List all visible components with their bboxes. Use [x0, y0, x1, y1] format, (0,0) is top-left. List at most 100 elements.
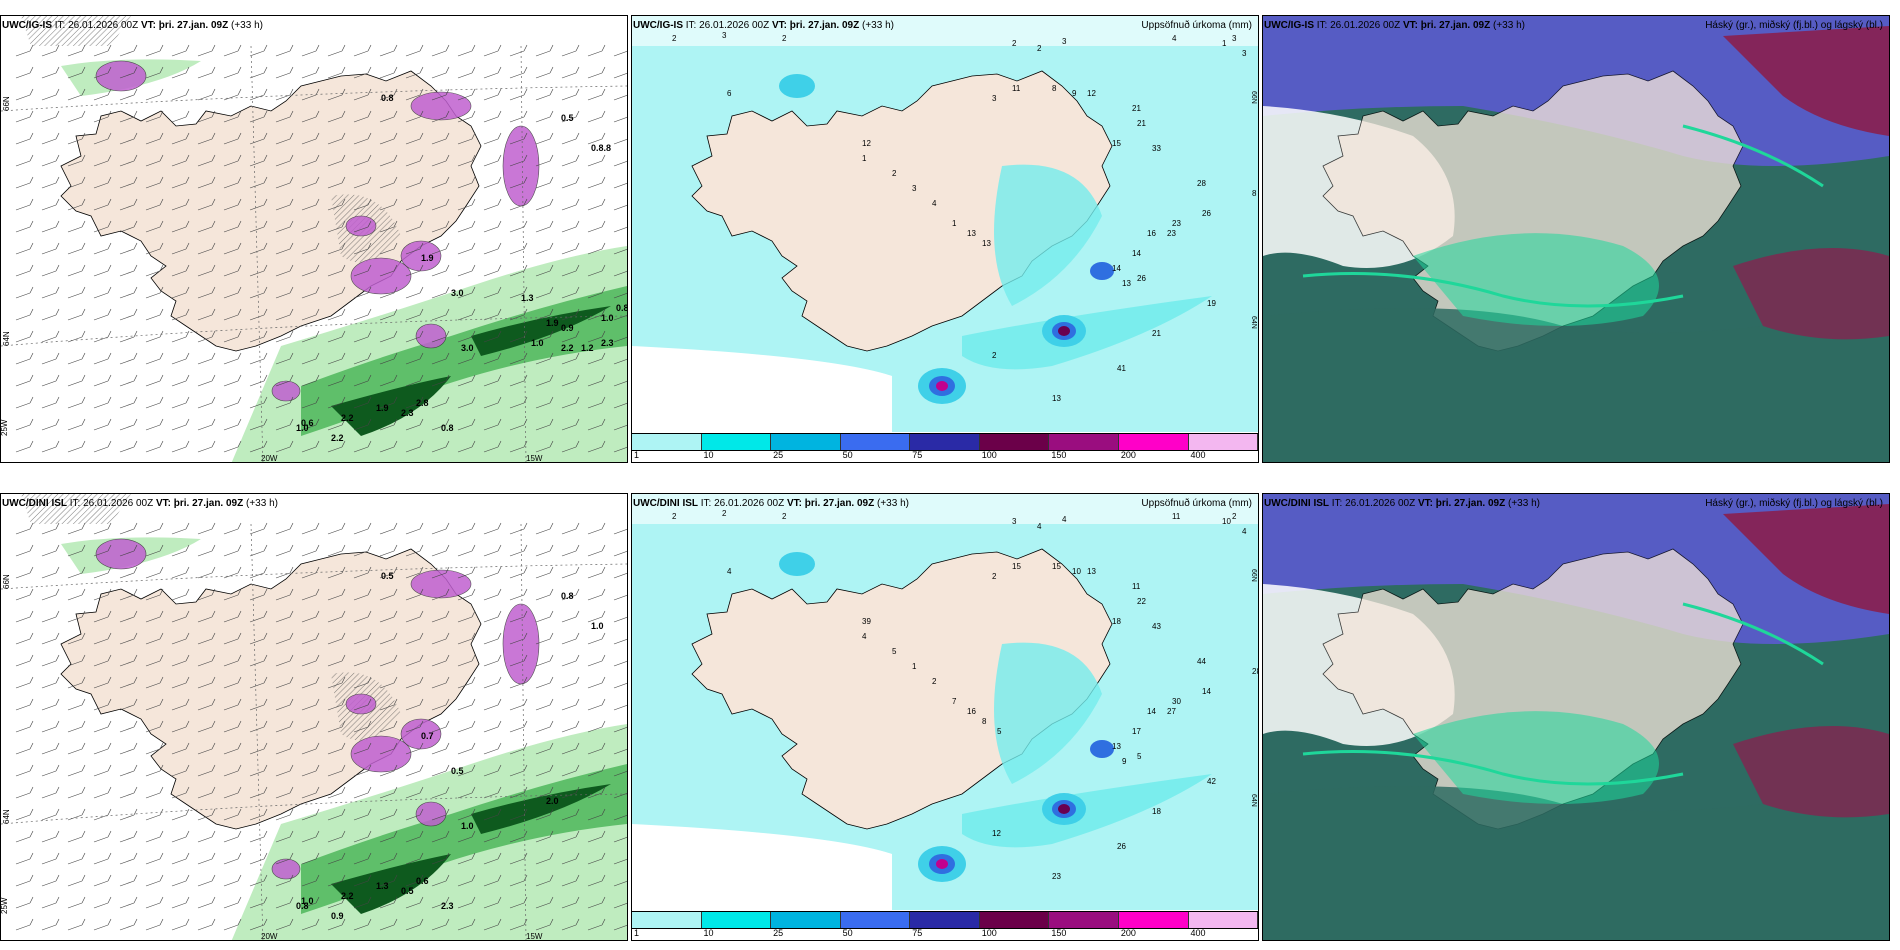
wind-barb [119, 286, 138, 299]
value-label: 1.3 [521, 293, 534, 303]
wind-barb [327, 632, 346, 645]
map-cloud [1263, 16, 1889, 462]
wind-barb [613, 573, 627, 579]
value-label: 23 [1052, 872, 1061, 881]
wind-barb [613, 249, 627, 255]
wind-barb [509, 830, 528, 843]
wind-barb [249, 808, 268, 821]
wind-barb [613, 293, 627, 299]
wind-barb [275, 308, 294, 321]
wind-barb [119, 374, 138, 387]
value-label: 2.8 [416, 398, 429, 408]
wind-barb [171, 742, 190, 755]
wind-barb [431, 374, 450, 387]
precip-core [1058, 326, 1070, 336]
wind-barb [93, 544, 112, 557]
wind-barb [535, 786, 554, 799]
wind-barb [67, 588, 86, 601]
wind-barb [275, 440, 294, 453]
legend-label: 1 [634, 450, 640, 460]
wind-barb [483, 588, 502, 601]
lon-label: 20W [261, 932, 278, 940]
wind-barb [327, 88, 346, 101]
wind-barb [119, 440, 138, 453]
wind-barb [67, 610, 86, 623]
wind-barb [457, 742, 476, 755]
wind-barb [561, 786, 580, 799]
wind-barb [535, 66, 554, 79]
wind-barb [561, 132, 580, 145]
wind-barb [379, 110, 398, 123]
wind-barb [379, 720, 398, 733]
it-value: 26.01.2026 00Z [68, 20, 139, 31]
wind-barb [405, 830, 424, 843]
wind-barb [587, 720, 606, 733]
wind-barb [223, 764, 242, 777]
wind-barb [483, 566, 502, 579]
legend-swatch [910, 912, 980, 928]
wind-barb [509, 852, 528, 865]
wind-barb [587, 742, 606, 755]
wind-barb [171, 308, 190, 321]
wind-barb [67, 66, 86, 79]
value-label: 1.0 [601, 313, 614, 323]
wind-barb [223, 852, 242, 865]
wind-barb [67, 764, 86, 777]
wind-barb [327, 110, 346, 123]
wind-barb [67, 308, 86, 321]
wind-barb [431, 896, 450, 909]
wind-barb [41, 676, 60, 689]
wind-barb [457, 566, 476, 579]
wind-barb [405, 440, 424, 453]
wind-barb [171, 154, 190, 167]
wind-barb [275, 544, 294, 557]
wind-barb [67, 786, 86, 799]
wind-barb [457, 154, 476, 167]
value-label: 3 [1012, 517, 1017, 526]
wind-barb [405, 698, 424, 711]
wind-barb [561, 330, 580, 343]
wind-barb [41, 330, 60, 343]
wind-barb [457, 418, 476, 431]
wind-barb [613, 447, 627, 453]
wind-barb [405, 418, 424, 431]
wind-barb [535, 330, 554, 343]
wind-barb [535, 396, 554, 409]
wind-barb [223, 286, 242, 299]
wind-barb [41, 588, 60, 601]
wind-barb [431, 418, 450, 431]
wind-barb [275, 176, 294, 189]
wind-barb [93, 176, 112, 189]
legend-swatch [1049, 434, 1119, 450]
wind-barb [509, 176, 528, 189]
wind-barb [353, 220, 372, 233]
wind-barb [275, 852, 294, 865]
precip-area [962, 296, 1212, 370]
wind-barb [353, 808, 372, 821]
value-label: 28 [1252, 667, 1258, 676]
wind-barb [145, 808, 164, 821]
wind-barb [223, 808, 242, 821]
wind-barb [587, 918, 606, 931]
wind-barb [509, 720, 528, 733]
wind-barb [509, 110, 528, 123]
value-label: 8 [1052, 84, 1057, 93]
wind-barb [67, 852, 86, 865]
vt-label: VT: [155, 498, 171, 509]
wind-barb [15, 874, 34, 887]
wind-barb [327, 132, 346, 145]
wind-barb [275, 720, 294, 733]
wind-barb [223, 896, 242, 909]
wind-barb [15, 698, 34, 711]
wind-barb [15, 198, 34, 211]
legend-swatch [632, 912, 702, 928]
wind-barb [171, 764, 190, 777]
value-label: 7 [952, 697, 957, 706]
wind-barb [353, 418, 372, 431]
wind-barb [249, 132, 268, 145]
value-label: 6 [727, 89, 732, 98]
wind-barb [171, 544, 190, 557]
wind-barb [301, 874, 320, 887]
wind-barb [535, 522, 554, 535]
